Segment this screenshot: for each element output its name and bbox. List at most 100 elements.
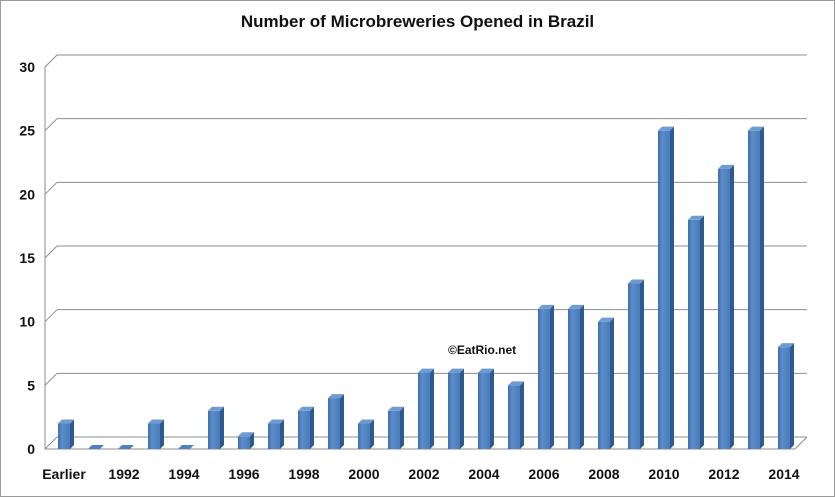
x-tick-label: 1994 <box>168 466 199 482</box>
bar-zero <box>118 445 134 449</box>
x-tick-labels: Earlier 1992 1994 1996 1998 2000 2002 2004 2006 2… <box>42 466 800 482</box>
bar <box>268 419 284 449</box>
gridline-depth <box>44 309 58 323</box>
bar-front <box>208 410 220 449</box>
bar-front <box>328 398 340 449</box>
bar-front <box>538 308 550 449</box>
bar-top <box>658 126 674 131</box>
x-tick-label: 2000 <box>348 466 379 482</box>
bar <box>418 368 434 449</box>
bar-top <box>208 406 224 411</box>
bar <box>568 304 584 449</box>
x-tick-label: 1992 <box>108 466 139 482</box>
bar-top <box>538 304 554 309</box>
y-tick-label: 30 <box>19 59 35 75</box>
bar-top <box>778 343 794 348</box>
bar-front <box>628 283 640 449</box>
bar-front <box>598 321 610 449</box>
bar-top <box>508 381 524 386</box>
gridline-depth <box>44 181 58 195</box>
bar-top <box>448 368 464 373</box>
gridline-depth <box>44 54 58 68</box>
bar-side <box>160 419 164 449</box>
bar-side <box>460 368 464 449</box>
bar <box>328 394 344 449</box>
y-tick-label: 10 <box>19 314 35 330</box>
bar-top <box>748 126 764 131</box>
bar-top <box>568 304 584 309</box>
bar-front <box>268 423 280 449</box>
bar-front <box>688 219 700 449</box>
bar <box>358 419 374 449</box>
x-tick-label: 2012 <box>708 466 739 482</box>
bar-side <box>490 368 494 449</box>
bar-top <box>628 279 644 284</box>
bar-side <box>700 215 704 449</box>
bar <box>538 304 554 449</box>
bar-top <box>58 419 74 424</box>
bar-side <box>760 126 764 450</box>
bar-side <box>310 406 314 449</box>
bar-side <box>430 368 434 449</box>
x-tick-label: 2006 <box>528 466 559 482</box>
bar-front <box>148 423 160 449</box>
bar <box>298 406 314 449</box>
gridline-depth <box>44 436 58 450</box>
bar <box>478 368 494 449</box>
x-tick-label: Earlier <box>42 466 86 482</box>
bar-side <box>340 394 344 449</box>
bar <box>388 406 404 449</box>
bar-front <box>658 130 670 449</box>
bar <box>178 445 194 449</box>
bar <box>748 126 764 450</box>
bar-top <box>598 317 614 322</box>
bar-front <box>298 410 310 449</box>
y-tick-label: 5 <box>27 377 35 393</box>
bar-front <box>778 347 790 449</box>
bar-front <box>418 372 430 449</box>
bar <box>118 445 134 449</box>
bar-front <box>508 385 520 449</box>
bar <box>148 419 164 449</box>
bar-side <box>400 406 404 449</box>
bar <box>208 406 224 449</box>
credit-annotation: ©EatRio.net <box>448 343 516 357</box>
bar-front <box>748 130 760 449</box>
bar-side <box>550 304 554 449</box>
bar <box>658 126 674 450</box>
bar-top <box>478 368 494 373</box>
gridline-depth <box>44 245 58 259</box>
bar-front <box>358 423 370 449</box>
bar-front <box>568 308 580 449</box>
bar-top <box>718 164 734 169</box>
bar-zero <box>88 445 104 449</box>
bar <box>508 381 524 449</box>
x-tick-label: 2002 <box>408 466 439 482</box>
bar-front <box>478 372 490 449</box>
bar-top <box>388 406 404 411</box>
x-tick-label: 1998 <box>288 466 319 482</box>
bar-top <box>328 394 344 399</box>
y-tick-labels: 0 5 10 15 20 25 30 <box>19 59 35 457</box>
bar-side <box>610 317 614 449</box>
bar-top <box>238 432 254 437</box>
y-tick-label: 0 <box>27 441 35 457</box>
y-tick-label: 20 <box>19 186 35 202</box>
bar-side <box>580 304 584 449</box>
chart-title: Number of Microbreweries Opened in Brazi… <box>240 12 595 31</box>
bar-front <box>448 372 460 449</box>
floor-edge <box>794 436 808 450</box>
bar-side <box>250 432 254 449</box>
bar <box>718 164 734 449</box>
bar-top <box>298 406 314 411</box>
bar-side <box>220 406 224 449</box>
bar-side <box>670 126 674 450</box>
bar-side <box>640 279 644 449</box>
bar <box>238 432 254 449</box>
gridline-depth <box>44 118 58 132</box>
bar-zero <box>178 445 194 449</box>
bar <box>88 445 104 449</box>
bars <box>58 126 794 450</box>
bar-top <box>148 419 164 424</box>
gridline-depth <box>44 372 58 386</box>
